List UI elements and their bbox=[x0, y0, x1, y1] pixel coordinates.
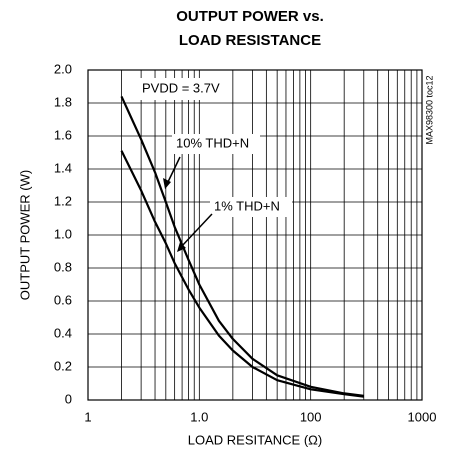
annotation-box bbox=[138, 78, 232, 100]
chart-title: LOAD RESISTANCE bbox=[179, 32, 321, 49]
annotation: PVDD = 3.7V bbox=[142, 80, 220, 95]
x-axis-label: LOAD RESITANCE (Ω) bbox=[188, 432, 322, 447]
y-tick-label: 1.0 bbox=[54, 226, 72, 241]
y-tick-label: 0.4 bbox=[54, 325, 72, 340]
y-axis-label: OUTPUT POWER (W) bbox=[17, 170, 32, 300]
series-line bbox=[120, 150, 364, 398]
y-tick-label: 0 bbox=[65, 391, 72, 406]
arrow-head bbox=[177, 242, 186, 252]
annotation: 1% THD+N bbox=[214, 198, 280, 213]
series-line bbox=[120, 95, 364, 397]
annotation-arrow bbox=[180, 213, 213, 248]
annotation-box bbox=[172, 134, 260, 154]
x-tick-label: 100 bbox=[300, 409, 322, 424]
plot-frame bbox=[87, 69, 423, 401]
y-tick-label: 1.4 bbox=[54, 160, 72, 175]
arrow-head bbox=[163, 178, 171, 189]
y-tick-label: 1.6 bbox=[54, 127, 72, 142]
y-tick-label: 0.8 bbox=[54, 259, 72, 274]
annotation: 10% THD+N bbox=[176, 135, 249, 150]
x-tick-label: 1 bbox=[84, 409, 91, 424]
side-note: MAX98300 toc12 bbox=[424, 75, 434, 144]
annotation-box bbox=[210, 197, 292, 217]
annotation-arrow bbox=[166, 156, 181, 185]
y-tick-label: 0.2 bbox=[54, 358, 72, 373]
y-tick-label: 2.0 bbox=[54, 61, 72, 76]
y-tick-label: 0.6 bbox=[54, 292, 72, 307]
chart-title: OUTPUT POWER vs. bbox=[176, 8, 324, 25]
x-tick-label: 1.0 bbox=[190, 409, 208, 424]
x-tick-label: 1000 bbox=[408, 409, 437, 424]
y-tick-label: 1.8 bbox=[54, 94, 72, 109]
y-tick-label: 1.2 bbox=[54, 193, 72, 208]
